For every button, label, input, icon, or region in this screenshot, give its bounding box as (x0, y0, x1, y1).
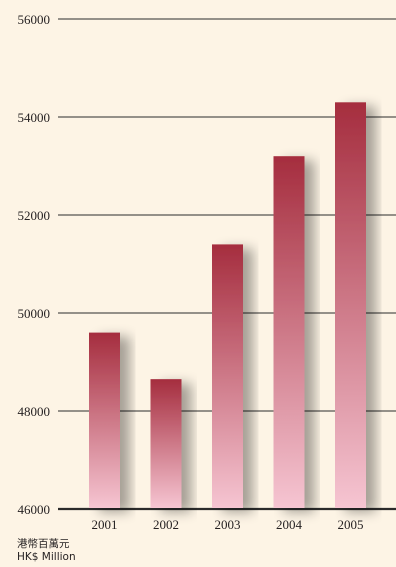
x-tick-label-2003: 2003 (215, 517, 241, 532)
y-tick-label: 54000 (18, 110, 51, 125)
bar-2003 (212, 244, 243, 508)
bar-2004 (273, 156, 305, 508)
x-tick-label-2004: 2004 (276, 517, 303, 532)
x-tick-label-2002: 2002 (153, 517, 179, 532)
x-axis-ticks: 2001 2002 2003 2004 2005 (92, 517, 364, 532)
bar-2005 (335, 102, 366, 509)
y-tick-label: 46000 (18, 502, 51, 517)
unit-label-english: HK$ Million (17, 551, 76, 563)
y-tick-label: 56000 (18, 12, 51, 27)
y-axis-ticks: 46000 48000 50000 52000 54000 56000 (18, 12, 51, 517)
x-tick-label-2001: 2001 (92, 517, 118, 532)
y-tick-label: 52000 (18, 208, 51, 223)
y-tick-label: 50000 (18, 306, 51, 321)
bar-2002 (150, 379, 182, 508)
unit-label-chinese: 港幣百萬元 (17, 538, 70, 550)
y-tick-label: 48000 (18, 404, 51, 419)
bars (89, 102, 366, 509)
x-tick-label-2005: 2005 (338, 517, 364, 532)
bar-2001 (89, 332, 120, 508)
